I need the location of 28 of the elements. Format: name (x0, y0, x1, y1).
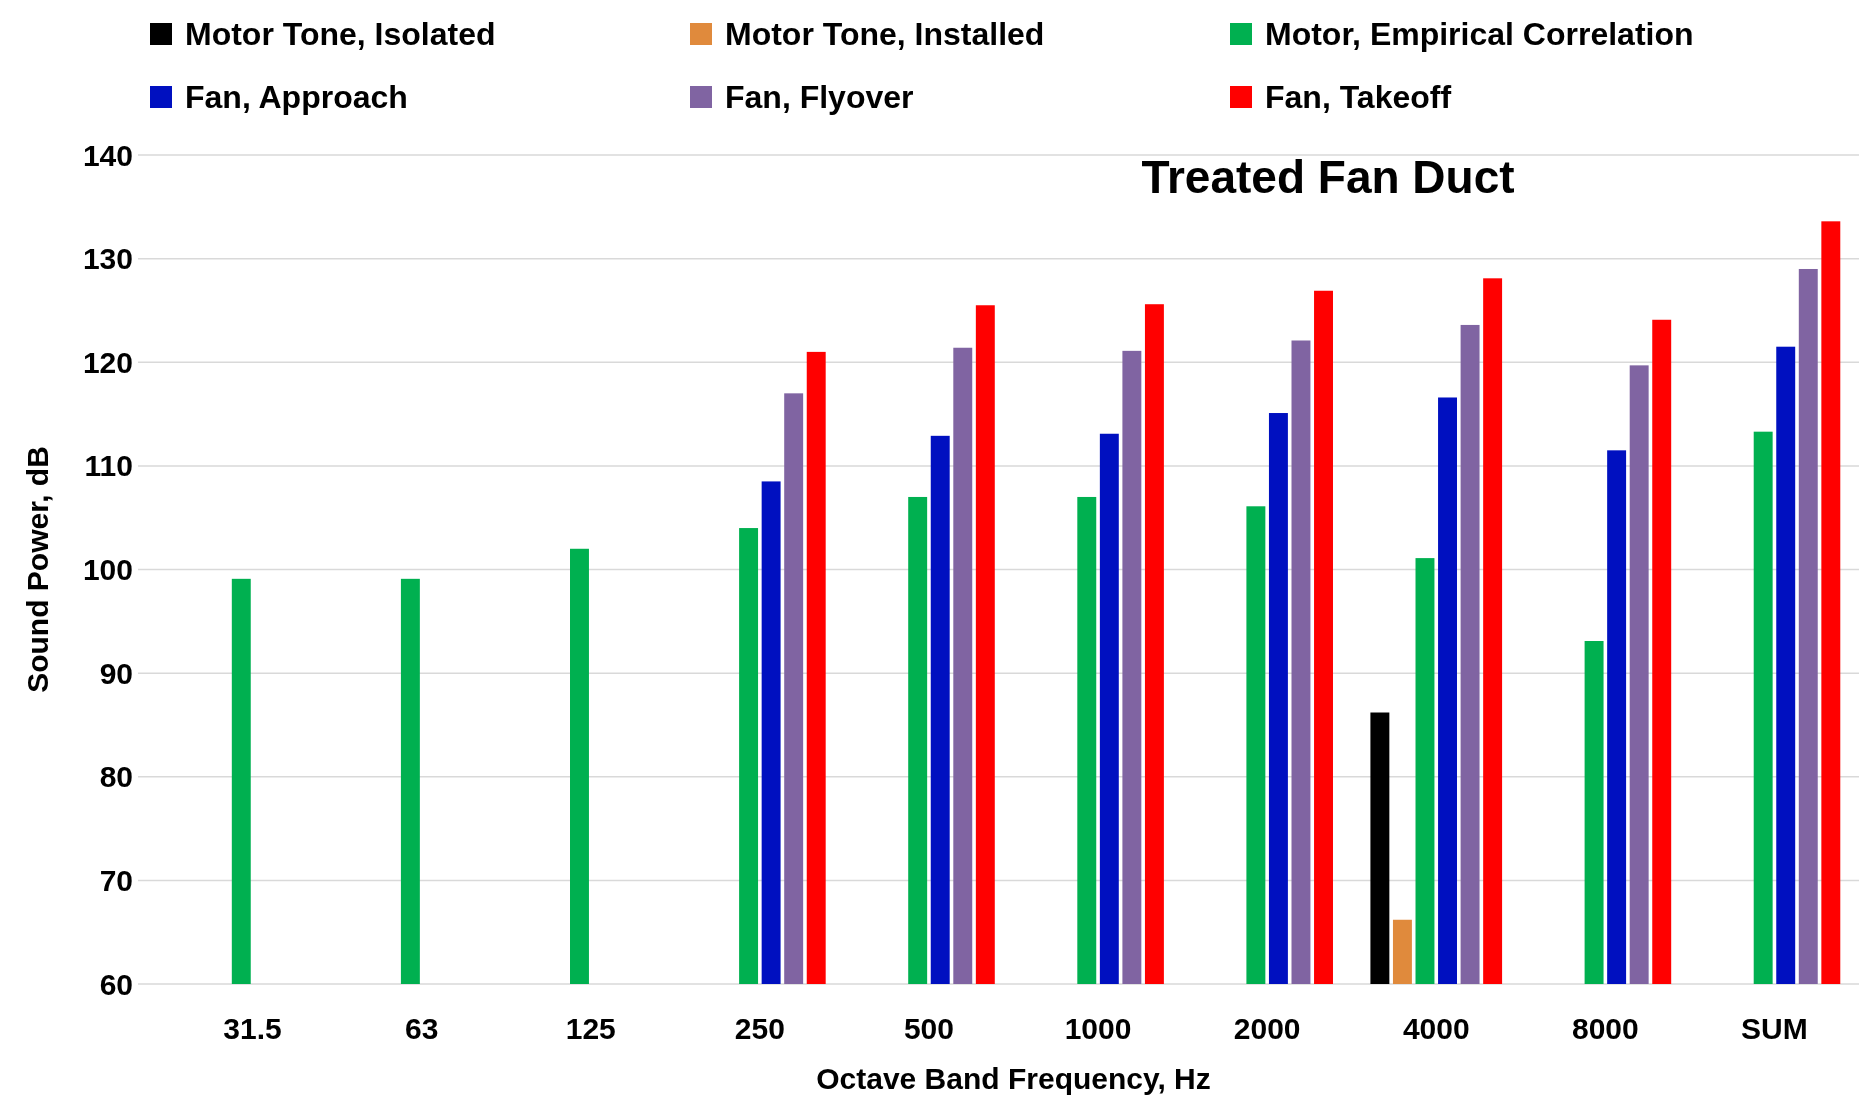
legend-label: Fan, Approach (185, 79, 408, 116)
x-tick-label: SUM (1741, 1012, 1808, 1045)
legend-label: Fan, Takeoff (1265, 79, 1452, 116)
legend-label: Motor Tone, Installed (725, 16, 1045, 53)
legend-label: Fan, Flyover (725, 79, 914, 116)
x-tick-label: 63 (404, 1012, 439, 1045)
x-tick-label: 31.5 (223, 1012, 282, 1045)
y-tick-label: 60 (99, 967, 133, 1001)
x-tick-label: 8000 (1571, 1012, 1639, 1045)
y-tick-label: 70 (99, 863, 133, 897)
y-tick-label: 140 (82, 138, 133, 172)
x-axis-title: Octave Band Frequency, Hz (816, 1062, 1211, 1095)
y-tick-label: 130 (82, 242, 133, 276)
y-tick-label: 100 (82, 553, 133, 586)
legend-label: Motor Tone, Isolated (185, 16, 496, 53)
x-tick-label: 500 (903, 1012, 954, 1045)
y-tick-label: 120 (82, 345, 133, 379)
x-tick-label: 250 (734, 1012, 785, 1045)
x-tick-label: 1000 (1064, 1012, 1132, 1045)
x-tick-label: 2000 (1233, 1012, 1301, 1045)
y-tick-label: 80 (99, 760, 133, 794)
x-tick-label: 125 (565, 1012, 616, 1045)
legend-label: Motor, Empirical Correlation (1265, 16, 1694, 53)
y-axis-title: Sound Power, dB (21, 446, 54, 693)
y-tick-label: 90 (99, 656, 133, 690)
chart-title: Treated Fan Duct (1141, 151, 1515, 203)
y-tick-label: 110 (84, 449, 133, 483)
x-tick-label: 4000 (1402, 1012, 1470, 1045)
